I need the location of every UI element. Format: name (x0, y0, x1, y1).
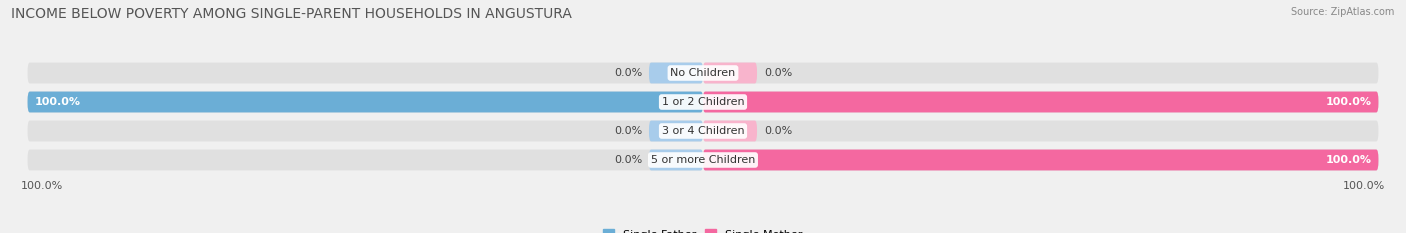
Text: No Children: No Children (671, 68, 735, 78)
FancyBboxPatch shape (703, 92, 1378, 113)
Text: 3 or 4 Children: 3 or 4 Children (662, 126, 744, 136)
Text: 0.0%: 0.0% (763, 68, 792, 78)
FancyBboxPatch shape (28, 150, 703, 170)
Text: 100.0%: 100.0% (1343, 181, 1385, 191)
FancyBboxPatch shape (650, 150, 703, 170)
FancyBboxPatch shape (703, 120, 756, 141)
Text: 100.0%: 100.0% (34, 97, 80, 107)
Text: 100.0%: 100.0% (1326, 155, 1372, 165)
FancyBboxPatch shape (28, 120, 703, 141)
FancyBboxPatch shape (28, 92, 703, 113)
Text: 100.0%: 100.0% (21, 181, 63, 191)
FancyBboxPatch shape (28, 92, 703, 113)
Text: 100.0%: 100.0% (1326, 97, 1372, 107)
Text: 5 or more Children: 5 or more Children (651, 155, 755, 165)
FancyBboxPatch shape (28, 63, 703, 83)
FancyBboxPatch shape (703, 92, 1378, 113)
FancyBboxPatch shape (703, 150, 1378, 170)
FancyBboxPatch shape (650, 63, 703, 83)
Text: 1 or 2 Children: 1 or 2 Children (662, 97, 744, 107)
Legend: Single Father, Single Mother: Single Father, Single Mother (599, 225, 807, 233)
Text: 0.0%: 0.0% (614, 155, 643, 165)
Text: 0.0%: 0.0% (614, 126, 643, 136)
Text: 0.0%: 0.0% (763, 126, 792, 136)
Text: Source: ZipAtlas.com: Source: ZipAtlas.com (1291, 7, 1395, 17)
FancyBboxPatch shape (703, 120, 1378, 141)
FancyBboxPatch shape (703, 63, 756, 83)
FancyBboxPatch shape (650, 120, 703, 141)
FancyBboxPatch shape (703, 63, 1378, 83)
FancyBboxPatch shape (703, 150, 1378, 170)
Text: INCOME BELOW POVERTY AMONG SINGLE-PARENT HOUSEHOLDS IN ANGUSTURA: INCOME BELOW POVERTY AMONG SINGLE-PARENT… (11, 7, 572, 21)
Text: 0.0%: 0.0% (614, 68, 643, 78)
